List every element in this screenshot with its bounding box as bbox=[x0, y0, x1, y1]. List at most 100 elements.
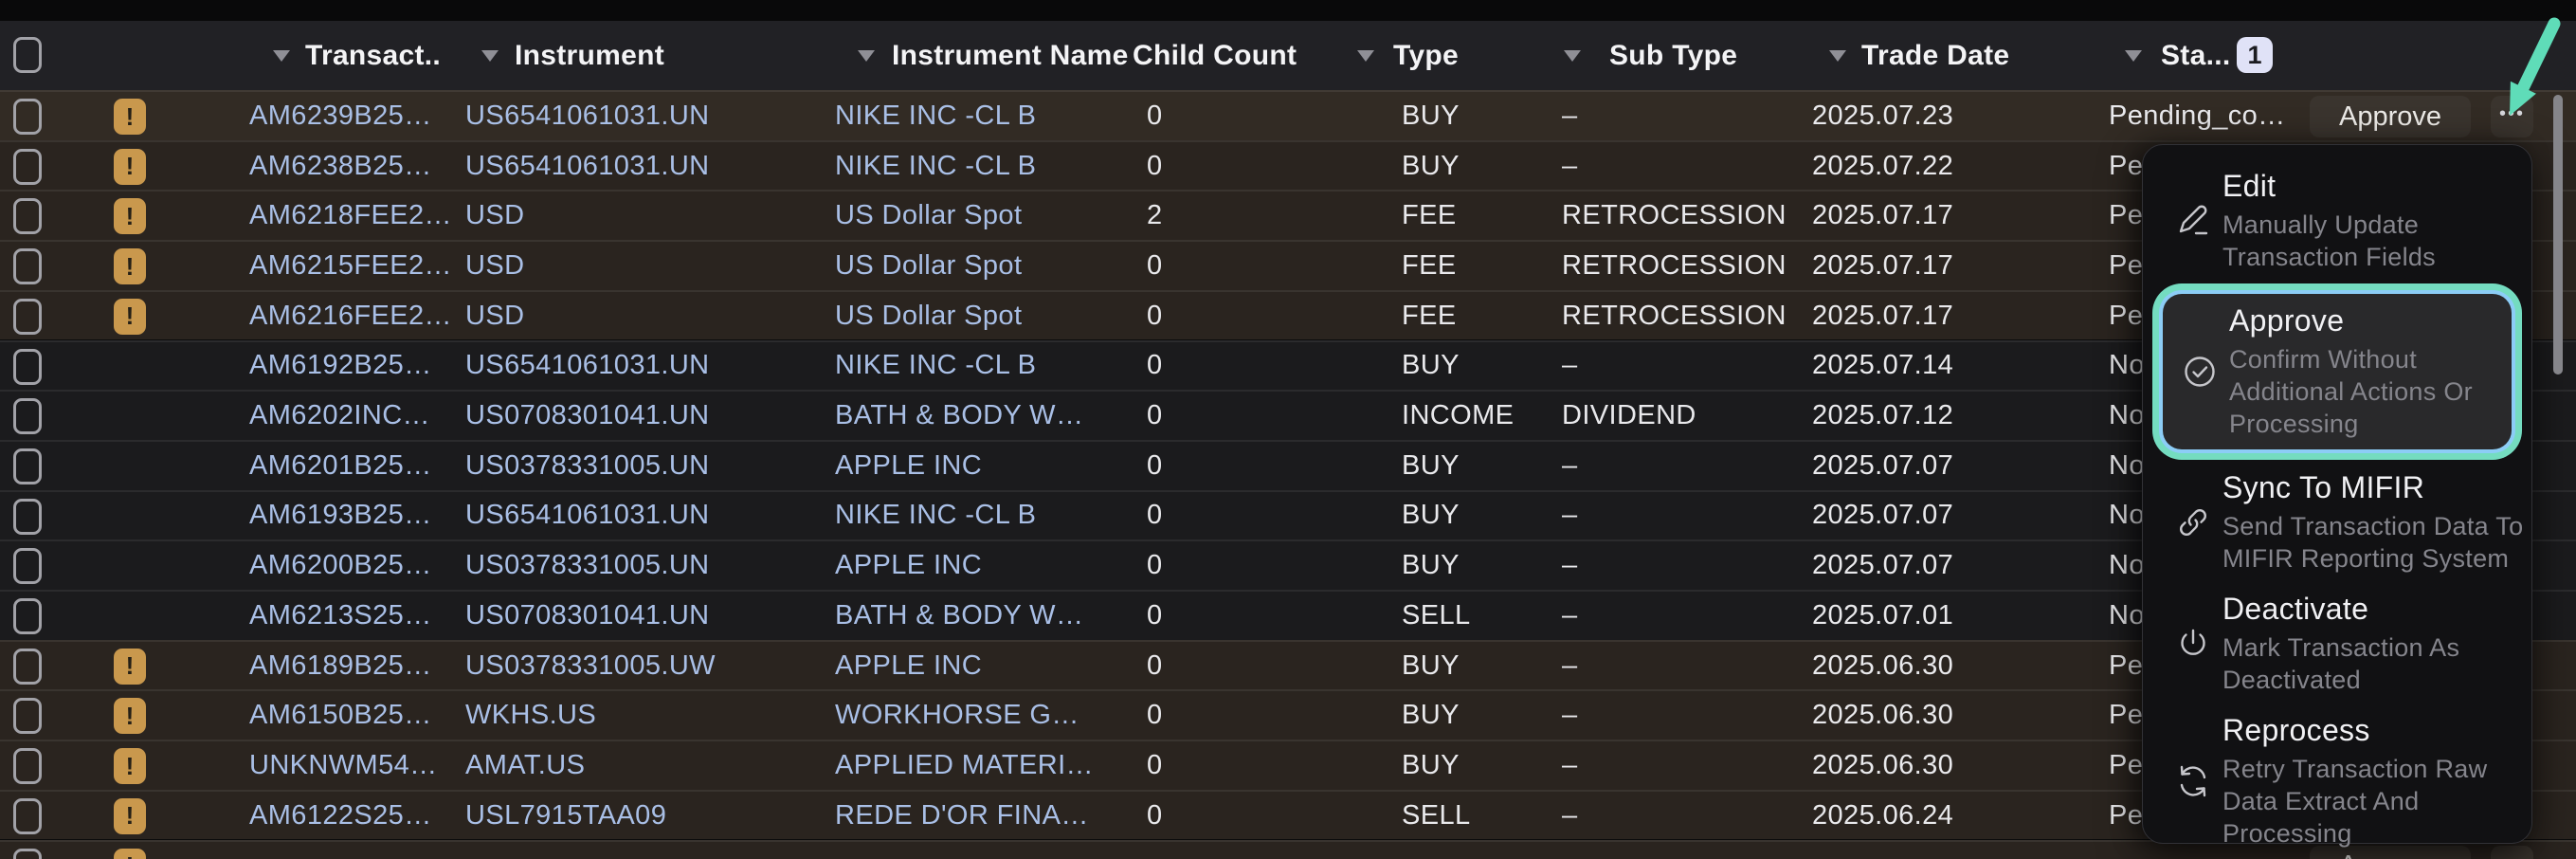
menu-item-title: Deactivate bbox=[2222, 592, 2369, 626]
instrument-name-link[interactable]: US Dollar Spot bbox=[835, 249, 1023, 281]
column-header-instrument-name[interactable]: Instrument Name bbox=[892, 39, 1129, 71]
transaction-id-link[interactable]: AM6150B25… bbox=[249, 700, 432, 731]
sub-type-value: – bbox=[1562, 599, 1578, 631]
trade-date-value: 2025.07.23 bbox=[1812, 100, 1954, 131]
instrument-name-link[interactable]: APPLE INC bbox=[835, 449, 983, 481]
instrument-link[interactable]: US0708301041.UN bbox=[465, 599, 710, 631]
transaction-id-link[interactable]: AM6238B25… bbox=[249, 150, 432, 181]
sort-chevron-down-icon[interactable] bbox=[2125, 50, 2142, 62]
instrument-name-link[interactable]: NIKE INC -CL B bbox=[835, 500, 1037, 531]
row-checkbox[interactable] bbox=[13, 748, 42, 785]
instrument-name-link[interactable]: US Dollar Spot bbox=[835, 200, 1023, 231]
table-row-partial[interactable]: ! Approve ••• bbox=[0, 839, 2576, 859]
transaction-id-link[interactable]: AM6215FEE2… bbox=[249, 249, 452, 281]
sort-chevron-down-icon[interactable] bbox=[273, 50, 290, 62]
row-checkbox[interactable] bbox=[13, 848, 42, 859]
transaction-id-link[interactable]: AM6218FEE2… bbox=[249, 200, 452, 231]
row-checkbox[interactable] bbox=[13, 498, 42, 535]
row-checkbox[interactable] bbox=[13, 148, 42, 185]
row-checkbox[interactable] bbox=[13, 398, 42, 435]
column-header-transaction-id[interactable]: Transact.. bbox=[305, 39, 442, 71]
transaction-id-link[interactable]: UNKNWM54… bbox=[249, 749, 438, 780]
instrument-name-link[interactable]: NIKE INC -CL B bbox=[835, 100, 1037, 131]
menu-item-sync-to-mifir[interactable]: Sync To MIFIR Send Transaction Data To MIF… bbox=[2156, 462, 2524, 583]
column-header-sub-type[interactable]: Sub Type bbox=[1609, 39, 1738, 71]
menu-item-reprocess[interactable]: Reprocess Retry Transaction Raw Data Extra… bbox=[2156, 704, 2518, 858]
column-header-type[interactable]: Type bbox=[1393, 39, 1459, 71]
row-checkbox[interactable] bbox=[13, 298, 42, 335]
instrument-link[interactable]: US0378331005.UN bbox=[465, 449, 710, 481]
sort-chevron-down-icon[interactable] bbox=[1564, 50, 1581, 62]
instrument-link[interactable]: US0378331005.UW bbox=[465, 649, 716, 681]
type-value: INCOME bbox=[1402, 400, 1515, 431]
table-row[interactable]: ! AM6239B25… US6541061031.UN NIKE INC -CL B… bbox=[0, 90, 2576, 140]
transaction-id-link[interactable]: AM6239B25… bbox=[249, 100, 432, 131]
instrument-link[interactable]: USL7915TAA09 bbox=[465, 799, 667, 831]
column-header-status[interactable]: Sta... bbox=[2161, 39, 2231, 71]
trade-date-value: 2025.07.07 bbox=[1812, 500, 1954, 531]
row-more-actions-button[interactable]: ••• bbox=[2491, 96, 2533, 137]
row-checkbox[interactable] bbox=[13, 348, 42, 385]
instrument-name-link[interactable]: WORKHORSE G… bbox=[835, 700, 1079, 731]
instrument-name-link[interactable]: APPLE INC bbox=[835, 649, 983, 681]
type-value: BUY bbox=[1402, 100, 1460, 131]
row-checkbox[interactable] bbox=[13, 248, 42, 285]
transaction-id-link[interactable]: AM6201B25… bbox=[249, 449, 432, 481]
row-approve-button[interactable]: Approve bbox=[2310, 845, 2471, 859]
sort-chevron-down-icon[interactable] bbox=[858, 50, 875, 62]
vertical-scrollbar[interactable] bbox=[2553, 95, 2563, 375]
instrument-link[interactable]: USD bbox=[465, 300, 525, 331]
sort-chevron-down-icon[interactable] bbox=[1829, 50, 1846, 62]
row-checkbox[interactable] bbox=[13, 797, 42, 834]
instrument-link[interactable]: US6541061031.UN bbox=[465, 100, 710, 131]
transaction-id-link[interactable]: AM6192B25… bbox=[249, 350, 432, 381]
instrument-name-link[interactable]: NIKE INC -CL B bbox=[835, 150, 1037, 181]
instrument-link[interactable]: USD bbox=[465, 200, 525, 231]
row-checkbox[interactable] bbox=[13, 598, 42, 634]
menu-item-description: Send Transaction Data To MIFIR Reporting … bbox=[2222, 512, 2524, 573]
transaction-id-link[interactable]: AM6202INC… bbox=[249, 400, 430, 431]
transaction-id-link[interactable]: AM6193B25… bbox=[249, 500, 432, 531]
transaction-id-link[interactable]: AM6200B25… bbox=[249, 550, 432, 581]
row-checkbox[interactable] bbox=[13, 198, 42, 235]
instrument-link[interactable]: US6541061031.UN bbox=[465, 150, 710, 181]
row-checkbox[interactable] bbox=[13, 548, 42, 585]
trade-date-value: 2025.07.22 bbox=[1812, 150, 1954, 181]
row-more-actions-button[interactable]: ••• bbox=[2491, 845, 2533, 859]
instrument-link[interactable]: USD bbox=[465, 249, 525, 281]
transaction-id-link[interactable]: AM6122S25… bbox=[249, 799, 432, 831]
column-header-instrument[interactable]: Instrument bbox=[515, 39, 665, 71]
status-value: No bbox=[2109, 599, 2145, 631]
menu-item-edit[interactable]: Edit Manually Update Transaction Fields bbox=[2156, 160, 2518, 282]
menu-item-deactivate[interactable]: Deactivate Mark Transaction As Deactivated bbox=[2156, 583, 2518, 704]
transaction-id-link[interactable]: AM6216FEE2… bbox=[249, 300, 452, 331]
type-value: BUY bbox=[1402, 700, 1460, 731]
instrument-link[interactable]: US0378331005.UN bbox=[465, 550, 710, 581]
sort-chevron-down-icon[interactable] bbox=[481, 50, 499, 62]
sort-chevron-down-icon[interactable] bbox=[1357, 50, 1374, 62]
instrument-link[interactable]: US6541061031.UN bbox=[465, 500, 710, 531]
instrument-link[interactable]: AMAT.US bbox=[465, 749, 586, 780]
column-header-trade-date[interactable]: Trade Date bbox=[1861, 39, 2010, 71]
instrument-link[interactable]: US0708301041.UN bbox=[465, 400, 710, 431]
row-checkbox[interactable] bbox=[13, 648, 42, 685]
transaction-id-link[interactable]: AM6213S25… bbox=[249, 599, 432, 631]
row-checkbox[interactable] bbox=[13, 448, 42, 484]
instrument-link[interactable]: WKHS.US bbox=[465, 700, 597, 731]
row-checkbox[interactable] bbox=[13, 99, 42, 135]
instrument-name-link[interactable]: REDE D'OR FINA… bbox=[835, 799, 1089, 831]
column-header-child-count[interactable]: Child Count bbox=[1133, 39, 1297, 71]
instrument-name-link[interactable]: US Dollar Spot bbox=[835, 300, 1023, 331]
menu-item-approve[interactable]: Approve Confirm Without Additional Actions… bbox=[2163, 294, 2512, 449]
instrument-name-link[interactable]: NIKE INC -CL B bbox=[835, 350, 1037, 381]
instrument-name-link[interactable]: BATH & BODY W… bbox=[835, 400, 1084, 431]
instrument-link[interactable]: US6541061031.UN bbox=[465, 350, 710, 381]
select-all-checkbox[interactable] bbox=[13, 37, 42, 73]
type-value: FEE bbox=[1402, 200, 1457, 231]
row-approve-button[interactable]: Approve bbox=[2310, 96, 2471, 137]
instrument-name-link[interactable]: APPLE INC bbox=[835, 550, 983, 581]
instrument-name-link[interactable]: APPLIED MATERI… bbox=[835, 749, 1094, 780]
instrument-name-link[interactable]: BATH & BODY W… bbox=[835, 599, 1084, 631]
transaction-id-link[interactable]: AM6189B25… bbox=[249, 649, 432, 681]
row-checkbox[interactable] bbox=[13, 698, 42, 735]
